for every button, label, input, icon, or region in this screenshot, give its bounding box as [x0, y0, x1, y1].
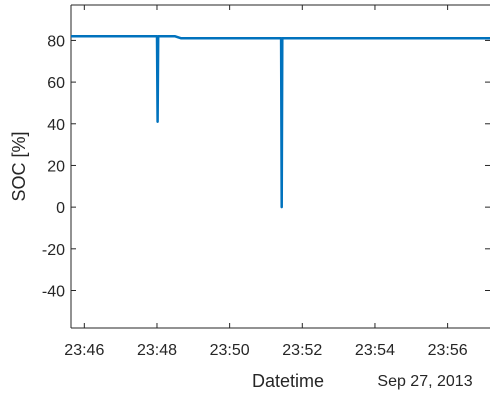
x-axis-title: Datetime [252, 371, 324, 391]
plot-frame [70, 4, 490, 329]
x-tick-label: 23:52 [282, 342, 322, 359]
x-tick-label: 23:56 [428, 342, 468, 359]
soc-series-line [71, 35, 490, 209]
y-tick-label: 20 [47, 158, 65, 175]
y-tick-label: -20 [42, 242, 65, 259]
y-tick-label: 60 [47, 75, 65, 92]
x-axis: 23:46 23:48 23:50 23:52 23:54 23:56 [64, 5, 468, 359]
x-tick-label: 23:46 [64, 342, 104, 359]
series-layer [71, 35, 490, 209]
x-tick-label: 23:54 [355, 342, 395, 359]
y-axis: 80 60 40 20 0 -20 -40 [42, 33, 490, 300]
y-tick-label: 0 [56, 200, 65, 217]
y-tick-label: -40 [42, 283, 65, 300]
y-axis-title: SOC [%] [9, 131, 29, 201]
y-tick-label: 40 [47, 117, 65, 134]
x-tick-label: 23:48 [137, 342, 177, 359]
x-axis-date-label: Sep 27, 2013 [377, 373, 472, 390]
y-tick-label: 80 [47, 33, 65, 50]
x-tick-label: 23:50 [210, 342, 250, 359]
